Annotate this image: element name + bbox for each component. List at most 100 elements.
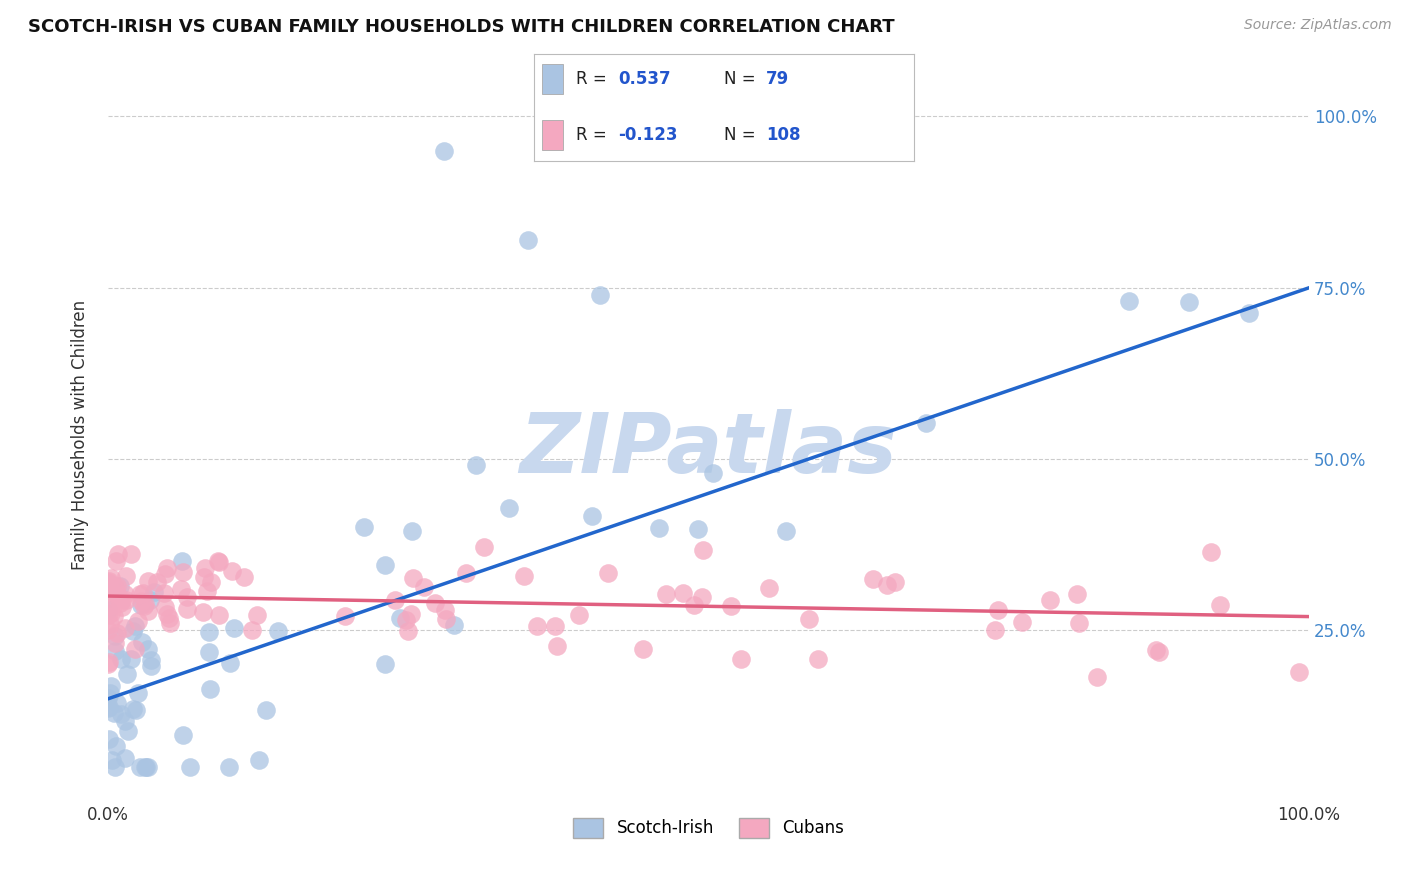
Point [103,629,125,643]
Point [97,577,120,591]
Point [193,570,215,584]
Point [104,644,127,658]
Point [568,608,591,623]
Point [423,596,446,610]
Point [648,521,671,535]
Point [984,623,1007,637]
Point [110,707,132,722]
Point [138,760,160,774]
Point [433,144,456,158]
Point [111,599,134,614]
Point [107,547,129,561]
Point [100,753,122,767]
Point [104,636,127,650]
Point [517,233,540,247]
Point [1199,545,1222,559]
Point [198,645,221,659]
Point [240,623,263,637]
Point [97,602,120,616]
Text: -0.123: -0.123 [617,127,678,145]
Point [124,642,146,657]
Point [104,739,127,754]
Point [138,642,160,657]
Point [434,603,457,617]
Point [159,616,181,631]
Text: 108: 108 [766,127,800,145]
Point [758,581,780,595]
Point [374,558,396,572]
Point [157,611,180,625]
Point [434,612,457,626]
Point [394,614,416,628]
Point [122,624,145,639]
Point [179,760,201,774]
Point [117,724,139,739]
Point [672,586,695,600]
Point [172,727,194,741]
Y-axis label: Family Households with Children: Family Households with Children [72,300,89,570]
Point [97,623,120,637]
Point [1118,294,1140,309]
Point [472,541,495,555]
Point [129,598,152,612]
Point [987,603,1010,617]
Point [107,591,129,605]
Point [100,607,122,621]
Point [170,554,193,568]
Point [513,569,536,583]
Point [124,619,146,633]
Point [143,585,166,599]
Point [200,681,222,696]
Point [589,287,612,301]
Point [122,702,145,716]
Point [546,639,568,653]
Point [193,561,215,575]
Point [97,608,120,623]
Text: 79: 79 [766,70,789,88]
Point [131,635,153,649]
Point [333,608,356,623]
Point [115,593,138,607]
Point [105,696,128,710]
Point [246,608,269,623]
Point [156,607,179,622]
Point [412,580,434,594]
Point [120,547,142,561]
Point [1067,615,1090,630]
Point [129,760,152,774]
Point [692,543,714,558]
Point [97,574,120,589]
Point [631,642,654,657]
Point [655,587,678,601]
Point [1147,645,1170,659]
Point [688,522,710,536]
Point [1144,643,1167,657]
Point [132,586,155,600]
Point [526,619,548,633]
Point [97,657,120,671]
Point [208,608,231,623]
Point [198,625,221,640]
Point [103,706,125,721]
Point [115,667,138,681]
Point [398,624,420,639]
Point [797,612,820,626]
Point [581,509,603,524]
Point [254,703,277,717]
Point [156,561,179,575]
Point [104,760,127,774]
Point [1237,305,1260,319]
Point [114,621,136,635]
Point [498,500,520,515]
Point [730,652,752,666]
Point [1011,615,1033,630]
Point [127,614,149,628]
Point [191,605,214,619]
Point [97,701,120,715]
Point [247,753,270,767]
Point [114,751,136,765]
Point [170,582,193,597]
Point [114,587,136,601]
Point [100,583,122,598]
Point [139,659,162,673]
